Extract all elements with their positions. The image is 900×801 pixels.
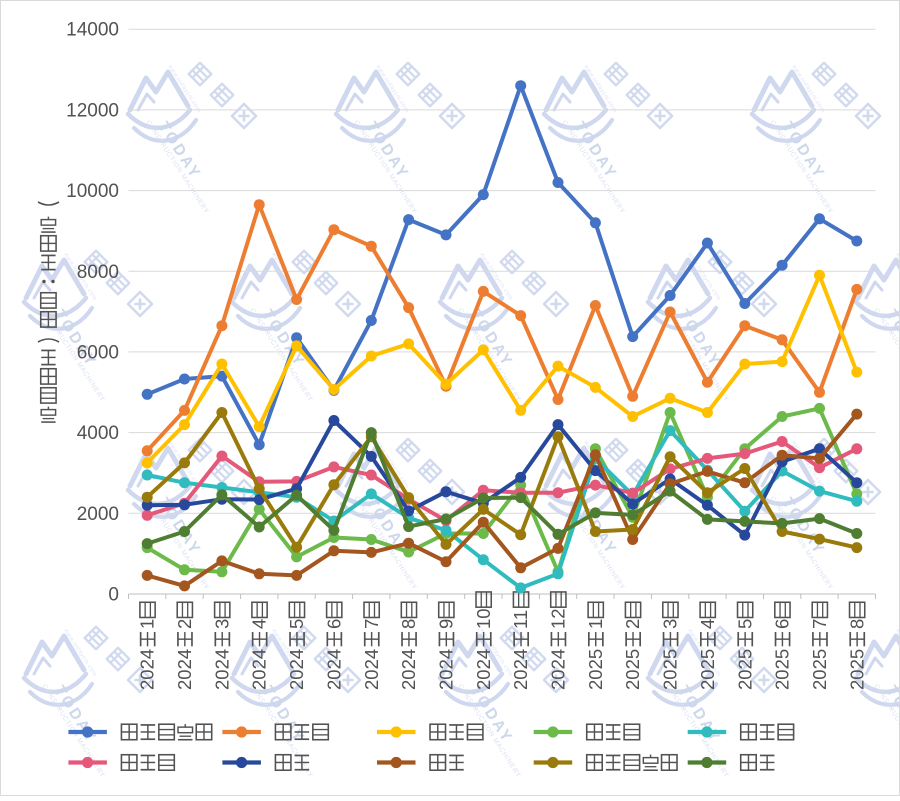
svg-text:2024: 2024	[473, 649, 494, 690]
svg-text:10000: 10000	[66, 181, 119, 202]
svg-text:2: 2	[622, 619, 643, 629]
svg-text:2024: 2024	[174, 649, 195, 690]
svg-text:2024: 2024	[510, 649, 531, 690]
svg-text:2025: 2025	[734, 649, 755, 690]
svg-text:5: 5	[286, 619, 307, 629]
svg-text:4: 4	[249, 619, 270, 629]
svg-text:2: 2	[174, 619, 195, 629]
svg-text:2024: 2024	[249, 649, 270, 690]
svg-text:11: 11	[510, 610, 531, 629]
svg-text:0: 0	[108, 585, 119, 606]
svg-text:2024: 2024	[137, 649, 158, 690]
svg-text:2024: 2024	[436, 649, 457, 690]
svg-text:2024: 2024	[361, 649, 382, 690]
svg-text:6000: 6000	[77, 342, 119, 363]
svg-text:8: 8	[846, 619, 867, 629]
svg-text:10: 10	[473, 608, 494, 629]
svg-text:2025: 2025	[772, 649, 793, 690]
svg-text:2025: 2025	[697, 649, 718, 690]
svg-text:3: 3	[211, 619, 232, 629]
svg-text:14000: 14000	[66, 20, 119, 41]
svg-text:2025: 2025	[809, 649, 830, 690]
svg-text:1: 1	[585, 619, 606, 629]
svg-text:4000: 4000	[77, 423, 119, 444]
svg-text:7: 7	[809, 619, 830, 629]
svg-text:5: 5	[734, 619, 755, 629]
svg-text:2025: 2025	[846, 649, 867, 690]
svg-text:2025: 2025	[622, 649, 643, 690]
svg-text:6: 6	[323, 619, 344, 629]
svg-text:2025: 2025	[660, 649, 681, 690]
svg-text:8: 8	[398, 619, 419, 629]
svg-text:12: 12	[548, 608, 569, 629]
svg-text:4: 4	[697, 619, 718, 629]
svg-text:6: 6	[772, 619, 793, 629]
svg-text:12000: 12000	[66, 100, 119, 121]
svg-text:2024: 2024	[286, 649, 307, 690]
svg-text:1: 1	[137, 619, 158, 629]
svg-text:2024: 2024	[211, 649, 232, 690]
svg-text:8000: 8000	[77, 262, 119, 283]
svg-text:2000: 2000	[77, 504, 119, 525]
svg-text:3: 3	[660, 619, 681, 629]
svg-text:2024: 2024	[323, 649, 344, 690]
svg-text:2024: 2024	[398, 649, 419, 690]
svg-text:7: 7	[361, 619, 382, 629]
svg-text:2025: 2025	[585, 649, 606, 690]
svg-text:2024: 2024	[548, 649, 569, 690]
svg-text:9: 9	[436, 619, 457, 629]
